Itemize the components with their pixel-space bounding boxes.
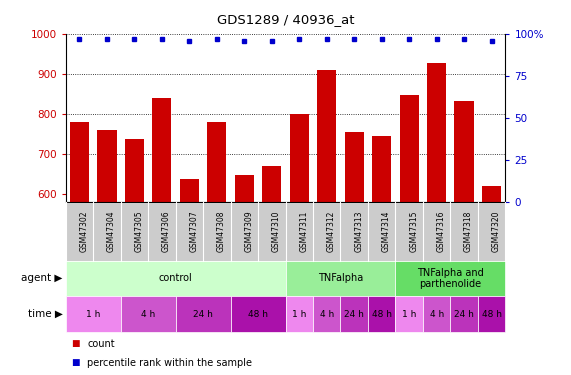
- Text: 1 h: 1 h: [86, 310, 100, 319]
- Text: 48 h: 48 h: [372, 310, 392, 319]
- Bar: [455, 101, 474, 202]
- Text: ■: ■: [71, 339, 80, 348]
- Text: GSM47304: GSM47304: [107, 211, 116, 252]
- Bar: [427, 63, 447, 202]
- Text: 24 h: 24 h: [193, 310, 213, 319]
- Text: GSM47306: GSM47306: [162, 211, 171, 252]
- Bar: [124, 139, 144, 202]
- Bar: [207, 122, 227, 202]
- Text: 1 h: 1 h: [402, 310, 416, 319]
- Bar: [372, 136, 391, 202]
- Text: 4 h: 4 h: [141, 310, 155, 319]
- Bar: [400, 95, 419, 202]
- Text: 24 h: 24 h: [344, 310, 364, 319]
- Text: TNFalpha and
parthenolide: TNFalpha and parthenolide: [417, 268, 484, 289]
- Text: GSM47316: GSM47316: [437, 211, 445, 252]
- Text: 48 h: 48 h: [248, 310, 268, 319]
- Text: GSM47308: GSM47308: [217, 211, 226, 252]
- Bar: [152, 98, 171, 202]
- Text: GSM47314: GSM47314: [381, 211, 391, 252]
- Bar: [482, 186, 501, 202]
- Text: 48 h: 48 h: [481, 310, 501, 319]
- Text: 1 h: 1 h: [292, 310, 307, 319]
- Bar: [262, 166, 282, 202]
- Text: GSM47310: GSM47310: [272, 211, 281, 252]
- Text: time ▶: time ▶: [28, 309, 63, 319]
- Text: ■: ■: [71, 358, 80, 368]
- Text: 24 h: 24 h: [454, 310, 474, 319]
- Text: GSM47311: GSM47311: [299, 211, 308, 252]
- Text: count: count: [87, 339, 115, 349]
- Bar: [317, 70, 336, 202]
- Bar: [344, 132, 364, 202]
- Text: GDS1289 / 40936_at: GDS1289 / 40936_at: [217, 13, 354, 26]
- Bar: [180, 179, 199, 203]
- Text: TNFalpha: TNFalpha: [318, 273, 363, 284]
- Text: GSM47305: GSM47305: [134, 211, 143, 252]
- Bar: [235, 175, 254, 202]
- Text: GSM47302: GSM47302: [79, 211, 89, 252]
- Text: GSM47313: GSM47313: [354, 211, 363, 252]
- Text: GSM47307: GSM47307: [190, 211, 198, 252]
- Text: 4 h: 4 h: [429, 310, 444, 319]
- Bar: [289, 114, 309, 202]
- Bar: [97, 130, 116, 203]
- Text: percentile rank within the sample: percentile rank within the sample: [87, 358, 252, 368]
- Text: 4 h: 4 h: [320, 310, 334, 319]
- Text: GSM47315: GSM47315: [409, 211, 418, 252]
- Text: GSM47309: GSM47309: [244, 211, 254, 252]
- Text: GSM47320: GSM47320: [492, 211, 501, 252]
- Text: GSM47312: GSM47312: [327, 211, 336, 252]
- Bar: [70, 122, 89, 202]
- Text: GSM47318: GSM47318: [464, 211, 473, 252]
- Text: control: control: [159, 273, 192, 284]
- Text: agent ▶: agent ▶: [22, 273, 63, 284]
